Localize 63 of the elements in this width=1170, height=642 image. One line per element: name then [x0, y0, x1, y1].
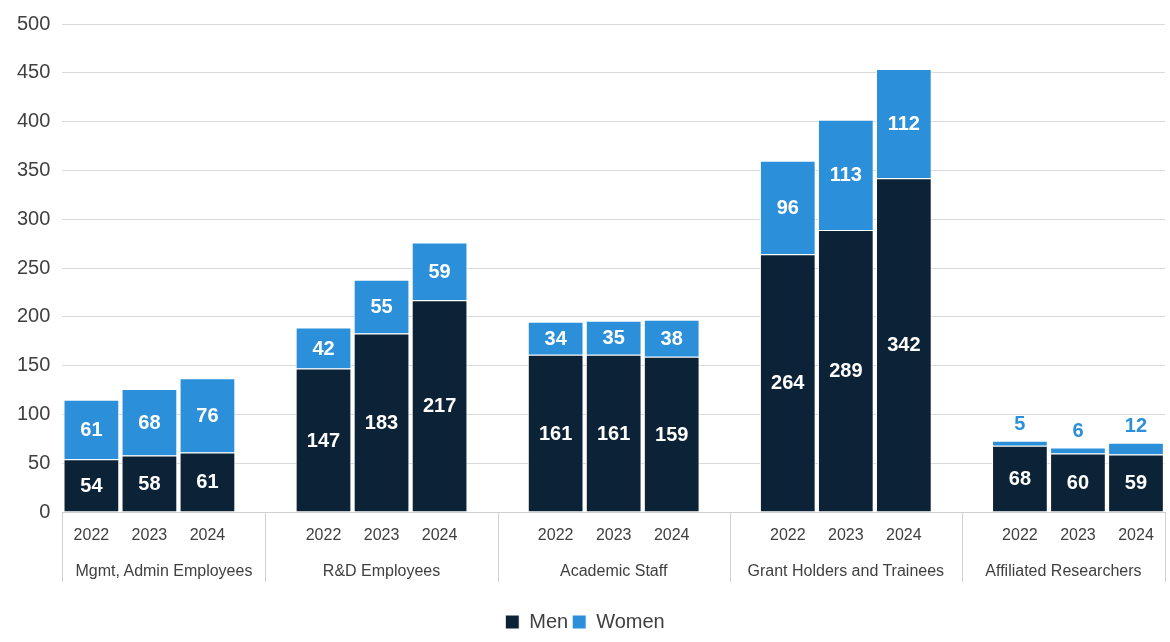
x-tick-label: 2023	[363, 526, 400, 544]
x-tick-label: 2022	[73, 526, 110, 544]
data-label: 6	[1072, 419, 1084, 442]
x-tick-label: 2024	[1118, 526, 1154, 544]
data-label: 76	[196, 403, 219, 426]
y-tick-label: 250	[16, 255, 51, 278]
data-label: 147	[306, 428, 341, 451]
data-label: 34	[544, 326, 568, 349]
data-label: 58	[138, 471, 161, 494]
y-tick-label: 450	[16, 60, 51, 83]
x-tick-label: 2024	[189, 526, 226, 544]
data-label: 59	[428, 259, 451, 282]
x-tick-label: 2024	[653, 526, 690, 544]
data-label: 96	[776, 196, 799, 218]
data-label: 68	[138, 410, 161, 433]
y-tick-label: 150	[16, 353, 51, 376]
legend-label: Women	[596, 609, 665, 632]
x-tick-label: 2022	[537, 526, 574, 544]
data-label: 55	[370, 295, 393, 318]
x-tick-label: 2023	[1060, 526, 1096, 544]
y-tick-label: 50	[28, 450, 51, 473]
data-label: 68	[1008, 467, 1032, 490]
data-label: 217	[422, 394, 457, 417]
data-label: 159	[655, 422, 689, 445]
data-label: 5	[1014, 412, 1026, 435]
data-label: 161	[597, 421, 631, 444]
data-label: 161	[538, 421, 573, 444]
text: Academic Staff	[560, 562, 668, 580]
x-tick-label: 2022	[305, 526, 342, 544]
data-label: 59	[1124, 471, 1148, 494]
y-tick-label: 100	[16, 401, 51, 424]
y-tick-label: 300	[16, 206, 51, 229]
x-tick-label: 2022	[769, 526, 806, 544]
text: Grant Holders and Trainees	[747, 562, 945, 580]
text: Affiliated Researchers	[985, 562, 1142, 580]
x-tick-label: 2023	[828, 526, 864, 544]
data-label: 289	[829, 359, 863, 382]
y-tick-label: 400	[16, 109, 51, 132]
data-label: 12	[1124, 414, 1148, 437]
text: R&D Employees	[322, 562, 441, 580]
legend-label: Men	[529, 609, 569, 632]
data-label: 60	[1066, 470, 1090, 493]
x-tick-label: 2023	[595, 526, 632, 544]
x-tick-label: 2022	[1002, 526, 1038, 544]
data-label: 61	[80, 418, 103, 441]
x-tick-label: 2023	[131, 526, 168, 544]
data-label: 113	[829, 163, 862, 186]
y-tick-label: 350	[16, 157, 51, 180]
text: Mgmt, Admin Employees	[75, 562, 253, 580]
data-label: 42	[312, 336, 335, 359]
data-label: 61	[196, 470, 219, 493]
data-label: 264	[771, 371, 806, 394]
data-label: 35	[602, 326, 625, 349]
x-tick-label: 2024	[886, 526, 922, 544]
y-tick-label: 0	[39, 499, 51, 522]
data-label: 38	[660, 326, 683, 349]
data-label: 54	[80, 473, 104, 496]
y-tick-label: 200	[16, 304, 51, 327]
data-label: 183	[364, 410, 399, 433]
x-tick-label: 2024	[421, 526, 458, 544]
data-label: 342	[887, 333, 921, 356]
data-label: 112	[887, 112, 920, 135]
y-tick-label: 500	[16, 11, 51, 34]
